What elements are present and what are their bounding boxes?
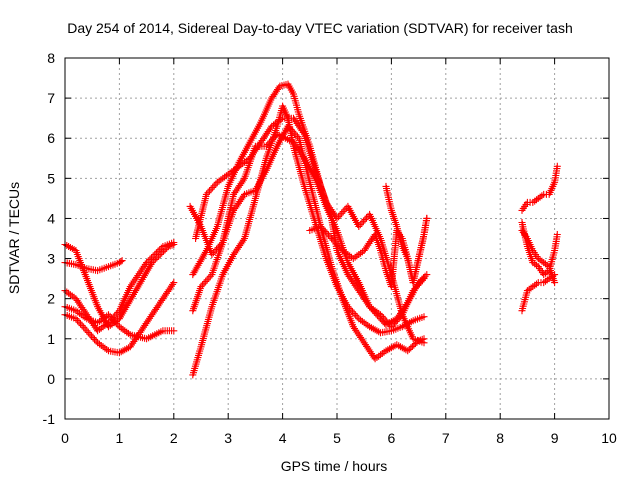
chart-title: Day 254 of 2014, Sidereal Day-to-day VTE… [67,20,573,36]
data-markers [61,257,126,275]
data-markers [518,227,559,287]
plot-frame [64,57,610,420]
data-markers [382,182,431,287]
data-series-seg-c4 [518,227,559,287]
x-tick-label: 4 [279,430,287,446]
data-series-seg-a1 [61,257,126,275]
y-tick-label: 8 [47,50,55,66]
y-tick-label: -1 [43,411,56,427]
y-tick-label: 2 [47,291,55,307]
x-tick-label: 8 [496,430,504,446]
y-tick-label: 4 [47,210,55,226]
data-series-seg-c3 [518,271,559,315]
x-axis-label: GPS time / hours [281,458,388,474]
x-tick-label: 6 [388,430,396,446]
x-tick-label: 2 [170,430,178,446]
data-markers [192,114,428,347]
data-series-seg-b7 [382,182,431,287]
data-markers [518,271,559,315]
x-tick-label: 3 [224,430,232,446]
data-series-seg-b2 [189,122,428,363]
y-tick-label: 6 [47,130,55,146]
y-tick-label: 5 [47,170,55,186]
axis-ticks: 0 1 2 3 4 5 6 7 8 9 10 -1 0 1 2 3 4 5 6 7 8 [43,50,617,446]
x-tick-label: 10 [601,430,617,446]
y-tick-label: 3 [47,251,55,267]
data-points [61,80,561,379]
x-tick-label: 5 [333,430,341,446]
y-tick-label: 0 [47,371,55,387]
data-series-seg-c2 [518,162,561,214]
x-tick-label: 1 [116,430,124,446]
data-markers [518,162,561,214]
x-tick-label: 9 [551,430,559,446]
y-tick-label: 7 [47,90,55,106]
x-tick-label: 7 [442,430,450,446]
y-axis-label: SDTVAR / TECUs [6,182,22,294]
data-series-seg-b5 [192,114,428,347]
y-tick-label: 1 [47,331,55,347]
data-markers [189,122,428,363]
x-tick-label: 0 [61,430,69,446]
